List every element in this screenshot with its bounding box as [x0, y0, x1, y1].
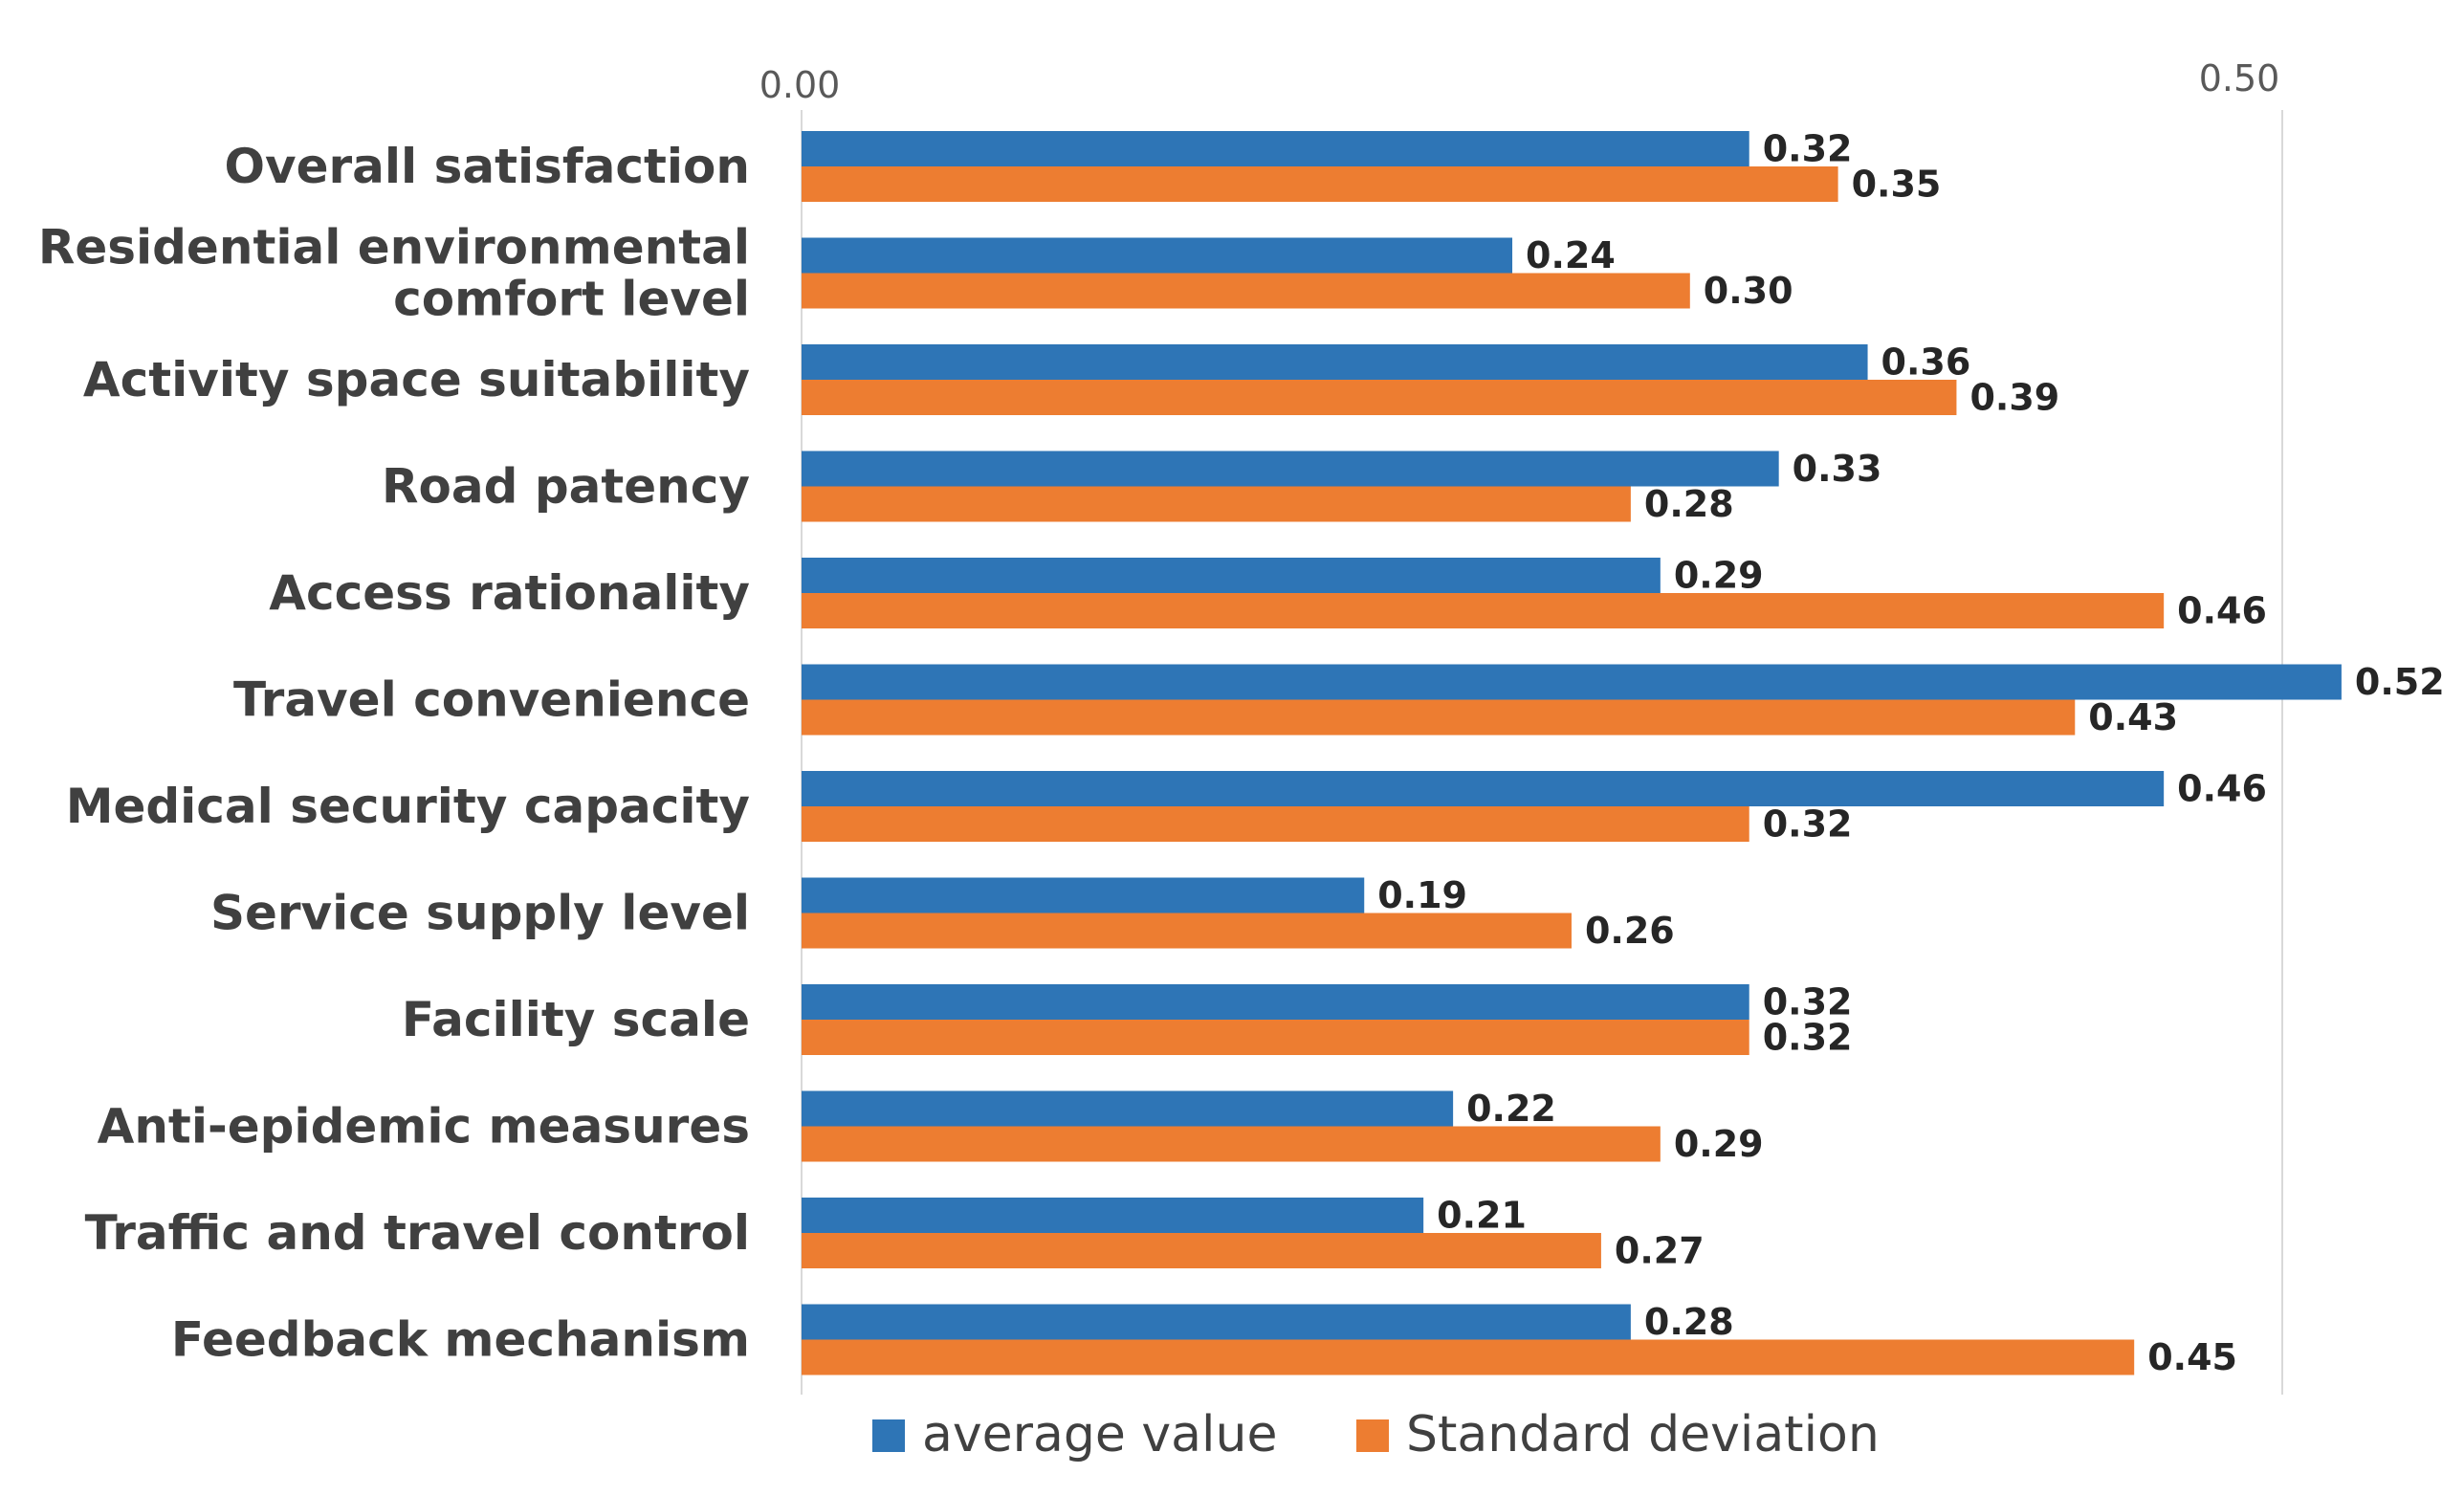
category-label: Traffic and travel control: [85, 1205, 750, 1261]
average-value-bar: [802, 771, 2165, 806]
gridlines: [801, 110, 2283, 1395]
category-label: Feedback mechanism: [171, 1312, 750, 1368]
average-value-bar: [802, 344, 1868, 380]
standard-deviation-bar: [802, 699, 2076, 736]
average-value-bar: [802, 237, 1513, 274]
data-label: 0.27: [1615, 1230, 1705, 1272]
category-label: Anti-epidemic measures: [98, 1099, 750, 1155]
data-label: 0.46: [2177, 590, 2267, 632]
average-value-bar: [802, 664, 2342, 700]
category-label: Access rationality: [269, 565, 750, 621]
data-label: 0.26: [1585, 910, 1675, 952]
category-label: Service supply level: [210, 886, 750, 941]
category-label: Activity space suitability: [83, 352, 750, 407]
category-labels: Overall satisfaction Residential environm…: [38, 139, 750, 1368]
standard-deviation-bar: [802, 1339, 2135, 1375]
average-value-bar: [802, 1090, 1454, 1127]
legend-label-1: Standard deviation: [1406, 1406, 1880, 1463]
average-value-bar: [802, 131, 1749, 166]
standard-deviation-bar: [802, 1126, 1661, 1162]
standard-deviation-bar: [802, 166, 1838, 202]
standard-deviation-bar: [802, 1233, 1601, 1268]
standard-deviation-bar: [802, 380, 1957, 415]
legend-swatch-0: [872, 1419, 905, 1452]
standard-deviation-bar: [802, 593, 2165, 628]
data-label: 0.30: [1704, 270, 1793, 312]
bars: [802, 131, 2342, 1375]
category-label: Travel convenience: [233, 672, 750, 728]
data-label: 0.32: [1763, 981, 1853, 1023]
standard-deviation-bar: [802, 273, 1690, 309]
data-label: 0.29: [1674, 1123, 1764, 1165]
data-label: 0.29: [1674, 555, 1764, 597]
standard-deviation-bar: [802, 486, 1631, 522]
data-label: 0.32: [1763, 128, 1853, 170]
data-label: 0.39: [1969, 377, 2059, 419]
legend-label-0: average value: [922, 1406, 1277, 1463]
tick-label: 0.00: [759, 64, 841, 106]
data-label: 0.52: [2355, 661, 2445, 703]
data-label: 0.45: [2147, 1336, 2237, 1378]
average-value-bar: [802, 877, 1365, 913]
data-label: 0.22: [1466, 1088, 1556, 1130]
legend-swatch-1: [1356, 1419, 1389, 1452]
data-label: 0.43: [2088, 696, 2178, 738]
data-label: 0.19: [1377, 874, 1467, 916]
data-label: 0.32: [1763, 1017, 1853, 1059]
standard-deviation-bar: [802, 913, 1572, 949]
category-label: Medical security capacity: [66, 779, 750, 834]
average-value-bar: [802, 984, 1749, 1020]
data-label: 0.35: [1852, 164, 1942, 206]
data-label: 0.33: [1793, 448, 1882, 490]
data-labels: 0.320.350.240.300.360.390.330.280.290.46…: [1377, 128, 2444, 1379]
data-label: 0.24: [1526, 234, 1616, 276]
category-label: Residential environmental: [38, 220, 750, 275]
data-label: 0.28: [1644, 1301, 1734, 1343]
data-label: 0.32: [1763, 803, 1853, 846]
data-label: 0.36: [1881, 341, 1971, 384]
average-value-bar: [802, 558, 1661, 593]
average-value-bar: [802, 1304, 1631, 1340]
legend: average value Standard deviation: [872, 1406, 1880, 1463]
category-label: comfort level: [393, 272, 750, 327]
data-label: 0.28: [1644, 483, 1734, 525]
category-label: Facility scale: [402, 992, 750, 1047]
data-label: 0.21: [1437, 1195, 1527, 1237]
tick-label: 0.50: [2199, 57, 2280, 99]
average-value-bar: [802, 451, 1779, 487]
standard-deviation-bar: [802, 1020, 1749, 1055]
category-label: Road patency: [382, 459, 750, 515]
data-label: 0.46: [2177, 768, 2267, 810]
category-label: Overall satisfaction: [224, 139, 750, 194]
axis-ticks: 0.00 0.50: [759, 57, 2280, 106]
average-value-bar: [802, 1198, 1424, 1233]
standard-deviation-bar: [802, 806, 1749, 842]
